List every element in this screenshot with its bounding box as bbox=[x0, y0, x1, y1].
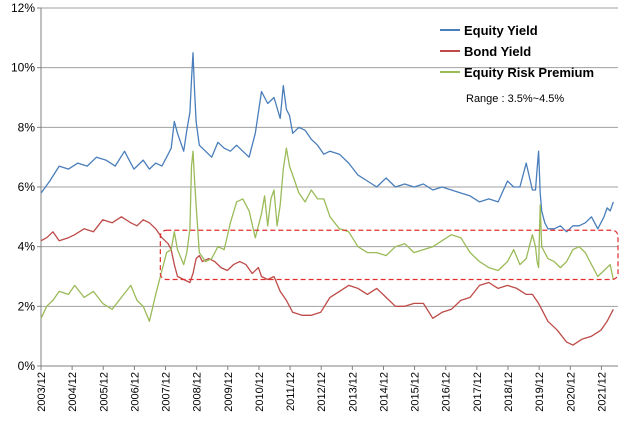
x-tick-label: 2018/12 bbox=[503, 372, 515, 412]
series-line-bond-yield bbox=[40, 216, 614, 346]
x-tick-label: 2005/12 bbox=[98, 372, 110, 412]
annotations bbox=[159, 229, 619, 281]
legend-label-equity-risk-premium: Equity Risk Premium bbox=[464, 65, 594, 80]
x-tick-label: 2009/12 bbox=[223, 372, 235, 412]
series-lines bbox=[40, 52, 614, 346]
x-tick-label: 2011/12 bbox=[285, 372, 297, 411]
x-tick-label: 2019/12 bbox=[534, 372, 546, 412]
legend-label-equity-yield: Equity Yield bbox=[464, 23, 538, 38]
y-axis-ticks: 0% 2% 4% 6% 8% 10% 12% bbox=[11, 1, 35, 373]
x-axis-ticks: 2003/12 2004/12 2005/12 2006/12 2007/12 2008/… bbox=[36, 372, 608, 412]
x-tick-label: 2003/12 bbox=[36, 372, 48, 412]
x-tick-label: 2021/12 bbox=[596, 372, 608, 412]
legend: Equity Yield Bond Yield Equity Risk Premiu… bbox=[440, 23, 594, 105]
x-tick-label: 2007/12 bbox=[161, 372, 173, 412]
series-line-equity-risk-premium bbox=[40, 147, 614, 322]
legend-label-bond-yield: Bond Yield bbox=[464, 44, 531, 59]
x-tick-label: 2008/12 bbox=[192, 372, 204, 412]
x-tick-label: 2004/12 bbox=[67, 372, 79, 412]
x-tick-label: 2017/12 bbox=[472, 372, 484, 412]
x-tick-label: 2013/12 bbox=[347, 372, 359, 412]
y-tick-label: 10% bbox=[11, 61, 35, 75]
x-tick-label: 2015/12 bbox=[410, 372, 422, 412]
x-tick-label: 2012/12 bbox=[316, 372, 328, 412]
y-tick-label: 2% bbox=[18, 299, 36, 313]
x-tick-label: 2020/12 bbox=[565, 372, 577, 412]
range-box bbox=[159, 229, 619, 281]
gridlines bbox=[41, 7, 618, 307]
x-tick-label: 2006/12 bbox=[129, 372, 141, 412]
y-tick-label: 4% bbox=[18, 240, 36, 254]
x-tick-label: 2010/12 bbox=[254, 372, 266, 412]
y-tick-label: 12% bbox=[11, 1, 35, 15]
range-annotation-text: Range : 3.5%~4.5% bbox=[466, 93, 564, 105]
y-tick-label: 8% bbox=[18, 120, 36, 134]
x-tick-label: 2014/12 bbox=[378, 372, 390, 412]
x-tick-label: 2016/12 bbox=[441, 372, 453, 412]
axes bbox=[37, 7, 618, 370]
y-tick-label: 0% bbox=[18, 359, 36, 373]
y-tick-label: 6% bbox=[18, 180, 36, 194]
series-line-equity-yield bbox=[40, 52, 614, 233]
